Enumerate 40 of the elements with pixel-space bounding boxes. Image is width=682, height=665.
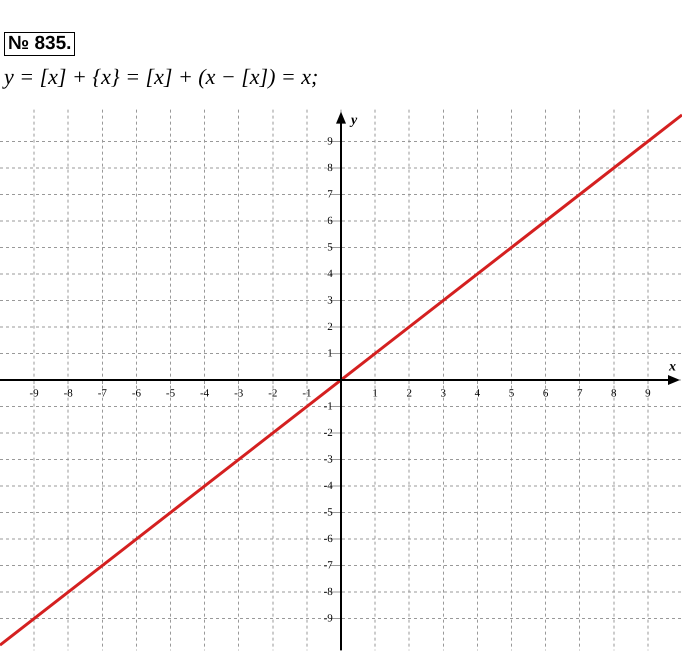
- x-tick-label: -2: [268, 387, 278, 400]
- y-tick-label: -6: [324, 532, 341, 545]
- x-tick-label: -1: [302, 387, 312, 400]
- y-tick-label: 6: [327, 214, 341, 227]
- y-tick-label: 4: [327, 268, 341, 280]
- x-tick-label: 2: [406, 387, 412, 400]
- text: № 835.: [4, 32, 76, 56]
- x-tick-label: 4: [474, 387, 481, 400]
- y-tick-label: 1: [327, 347, 341, 360]
- x-axis-title: x: [668, 360, 676, 375]
- x-tick-label: -7: [98, 387, 108, 400]
- y-tick-label: 9: [327, 135, 341, 148]
- y-tick-label: -2: [324, 426, 341, 439]
- x-tick-label: -9: [30, 387, 40, 400]
- y-tick-label: -3: [324, 453, 341, 466]
- x-tick-label: 9: [645, 387, 652, 400]
- y-tick-label: 3: [327, 294, 341, 306]
- y-tick-label: -5: [324, 506, 341, 518]
- y-tick-label: 7: [327, 188, 341, 200]
- y-tick-label: 5: [327, 241, 341, 254]
- y-tick-label: -7: [324, 559, 341, 572]
- x-tick-label: -3: [234, 387, 244, 400]
- x-tick-label: 8: [611, 387, 618, 400]
- y-tick-label: -4: [324, 480, 341, 492]
- y-tick-label: 2: [327, 320, 341, 333]
- x-tick-label: -8: [64, 387, 74, 400]
- x-tick-label: 3: [440, 387, 447, 400]
- y-tick-label: 8: [327, 162, 341, 174]
- x-tick-label: -4: [200, 387, 210, 400]
- y-axis-title: y: [349, 113, 358, 128]
- x-tick-label: 6: [542, 387, 549, 400]
- y-tick-label: -9: [324, 612, 341, 624]
- x-tick-label: -5: [166, 387, 176, 400]
- chart-title: y = [x] + {x} = [x] + (x − [x]) = x;: [4, 64, 318, 90]
- x-tick-label: 5: [508, 387, 515, 400]
- x-tick-label: 7: [576, 387, 583, 400]
- y-tick-label: -8: [324, 586, 341, 598]
- x-tick-label: 1: [372, 387, 378, 400]
- x-tick-label: -6: [132, 387, 142, 400]
- y-tick-label: -1: [324, 400, 341, 412]
